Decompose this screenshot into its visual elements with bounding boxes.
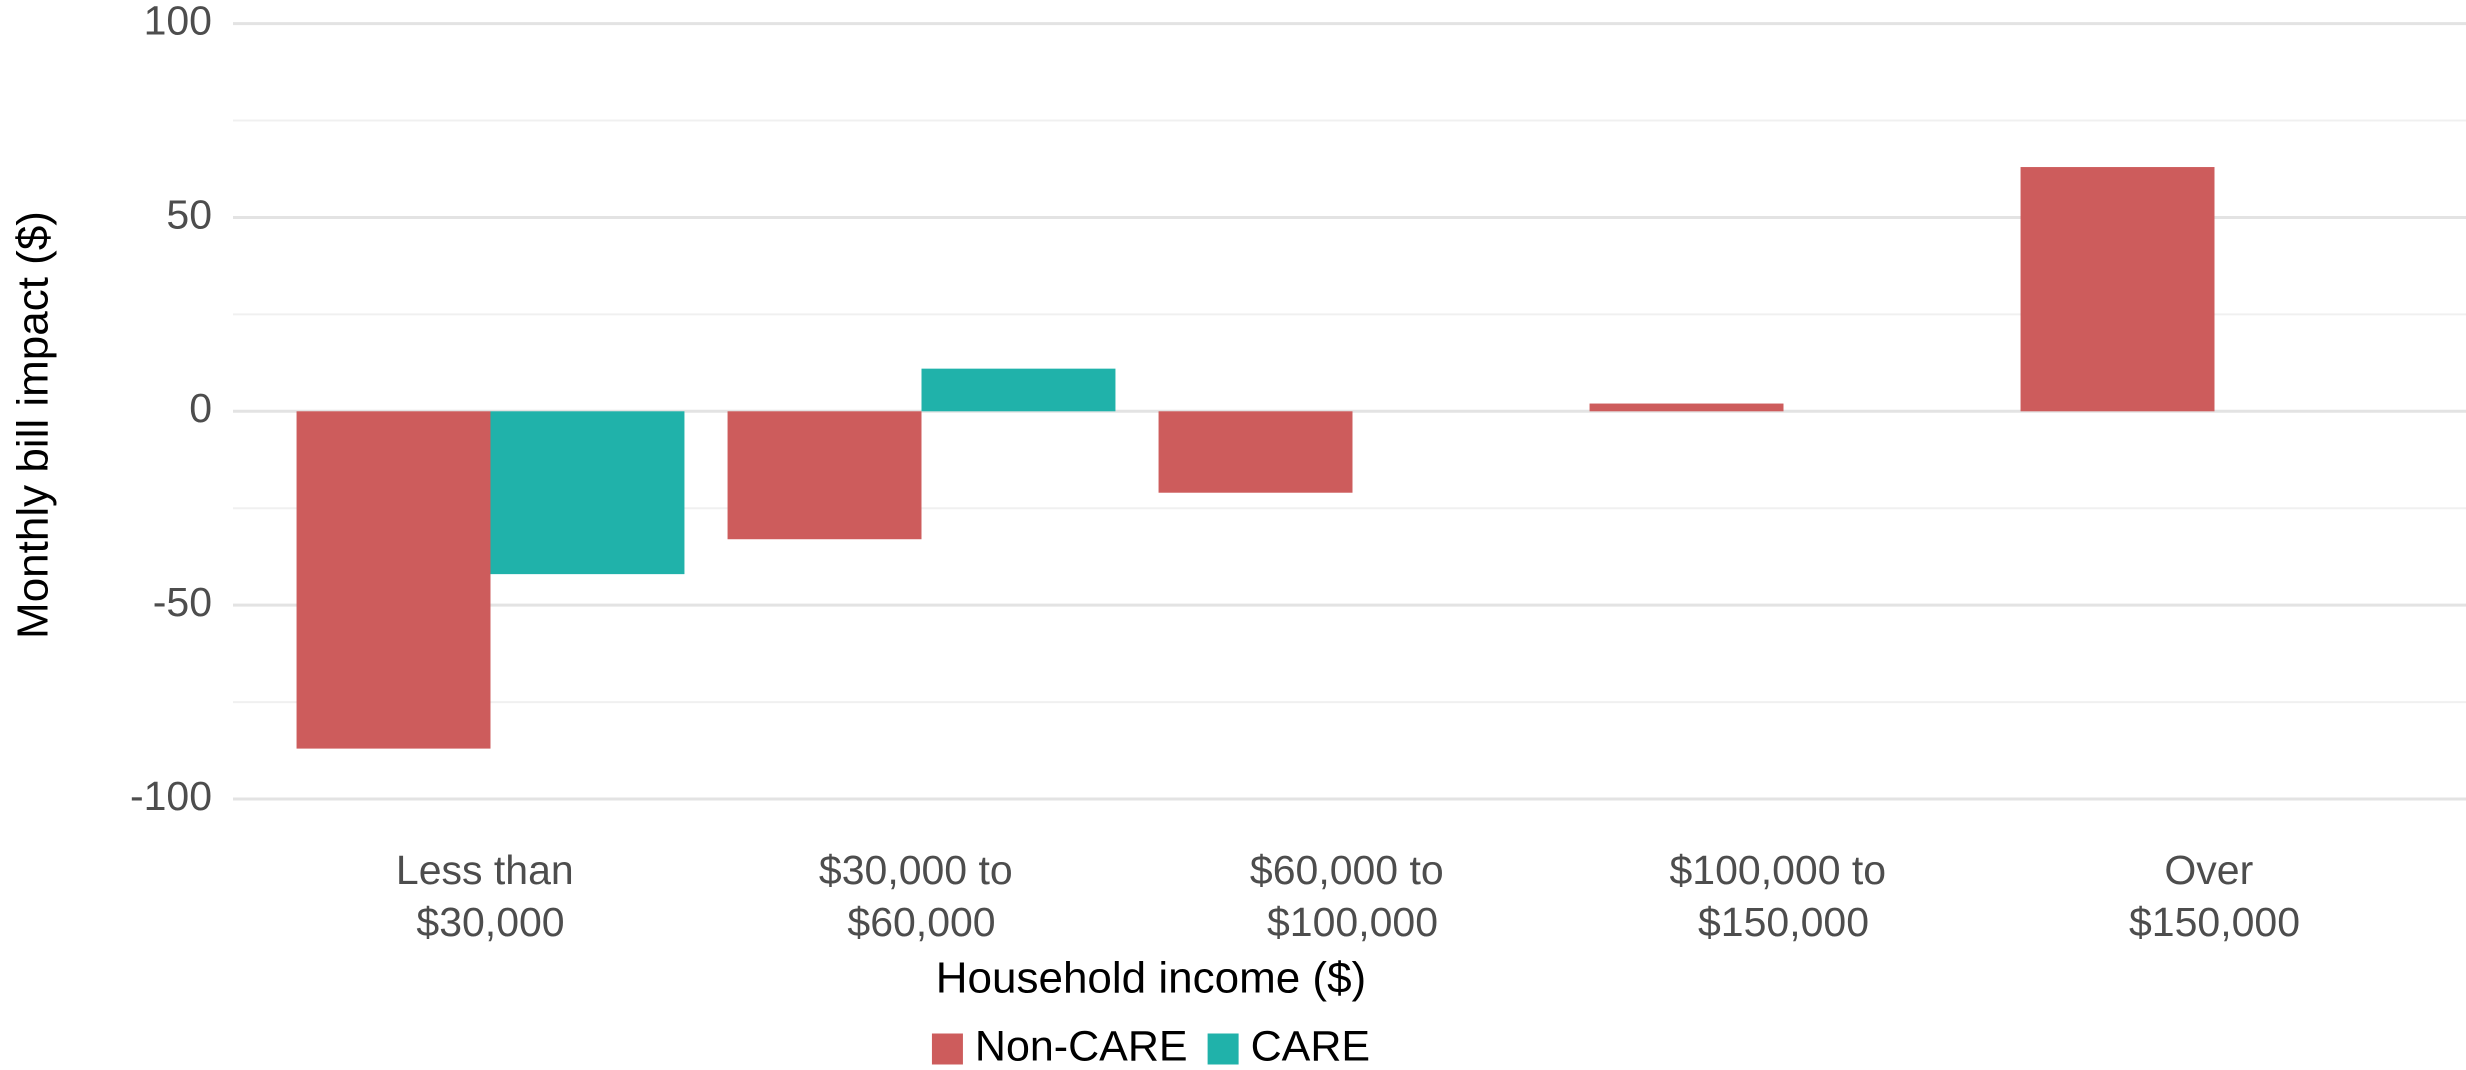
x-tick-label: $30,000 to $60,000 — [819, 847, 1024, 945]
bar — [490, 411, 685, 575]
x-tick-label: $60,000 to $100,000 — [1250, 847, 1455, 945]
y-axis-title: Monthly bill impact ($) — [9, 211, 58, 639]
bar — [1589, 403, 1784, 412]
bar — [1158, 411, 1353, 493]
bar — [296, 411, 491, 749]
x-axis-title: Household income ($) — [936, 954, 1366, 1003]
legend-label: CARE — [1251, 1022, 1370, 1070]
bar — [727, 411, 922, 540]
legend-key — [931, 1033, 963, 1065]
bar — [2020, 167, 2215, 412]
legend: Non-CARE CARE — [931, 1022, 1370, 1070]
x-tick-label: Over $150,000 — [2129, 847, 2300, 945]
y-tick-label: -100 — [130, 773, 212, 819]
legend-label: Non-CARE — [975, 1022, 1188, 1070]
y-tick-label: -50 — [153, 579, 212, 625]
y-tick-label: 50 — [166, 191, 212, 237]
bar — [921, 368, 1116, 412]
y-tick-label: 0 — [189, 385, 212, 431]
y-tick-label: 100 — [144, 0, 212, 43]
x-tick-label: Less than $30,000 — [396, 847, 585, 945]
legend-key — [1207, 1033, 1239, 1065]
x-tick-label: $100,000 to $150,000 — [1670, 847, 1898, 945]
